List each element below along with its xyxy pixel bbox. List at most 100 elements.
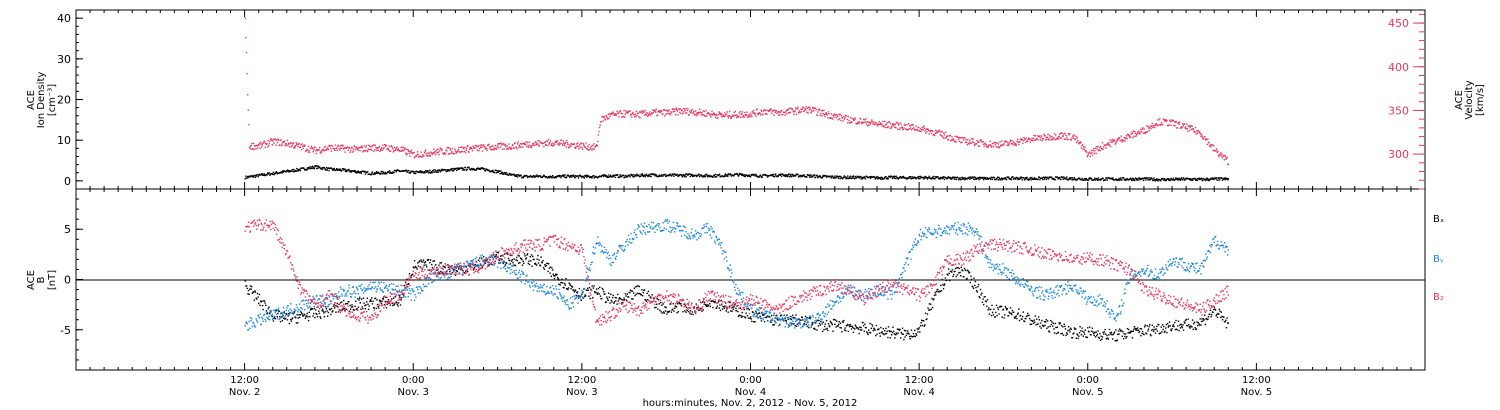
data-point <box>1211 144 1214 146</box>
data-point <box>497 143 499 145</box>
data-point <box>636 173 638 175</box>
data-point <box>823 114 826 116</box>
data-point <box>775 110 778 112</box>
data-point <box>387 147 389 150</box>
data-point <box>442 265 444 267</box>
data-point <box>620 176 622 178</box>
data-point <box>818 176 820 178</box>
data-point <box>449 152 451 155</box>
data-point <box>300 144 302 146</box>
data-point <box>1005 141 1008 143</box>
data-point <box>690 313 692 315</box>
data-point <box>671 173 673 175</box>
data-point <box>1001 140 1003 142</box>
data-point <box>1183 122 1186 125</box>
data-point <box>1163 118 1165 121</box>
data-point <box>933 175 935 178</box>
data-point <box>535 144 537 146</box>
data-point <box>843 115 845 118</box>
data-point <box>288 171 290 173</box>
data-point <box>422 261 424 263</box>
data-point <box>403 149 406 151</box>
data-point <box>491 264 494 266</box>
data-point <box>245 37 247 39</box>
data-point <box>543 145 545 148</box>
data-point <box>467 145 469 147</box>
data-point <box>275 310 277 312</box>
data-point <box>718 173 721 175</box>
data-point <box>792 314 794 317</box>
data-point <box>670 311 673 313</box>
data-point <box>965 139 967 141</box>
data-point <box>703 114 705 116</box>
data-point <box>868 121 871 124</box>
data-point <box>599 124 601 126</box>
data-point <box>878 123 880 125</box>
data-point <box>881 123 883 125</box>
data-point <box>377 171 379 173</box>
data-point <box>264 146 266 149</box>
data-point <box>643 114 646 116</box>
data-point <box>687 310 690 313</box>
data-point <box>544 141 546 143</box>
data-point <box>1138 130 1140 132</box>
data-point <box>789 175 792 177</box>
data-point <box>878 121 881 123</box>
data-point <box>564 143 566 145</box>
data-point <box>905 177 908 180</box>
data-point <box>518 146 520 149</box>
data-point <box>480 168 482 170</box>
data-point <box>968 141 971 143</box>
data-point <box>685 176 687 178</box>
data-point <box>435 151 437 153</box>
data-point <box>792 109 794 111</box>
data-point <box>937 176 939 178</box>
data-point <box>741 113 743 115</box>
data-point <box>315 152 317 155</box>
data-point <box>748 114 751 116</box>
data-point <box>928 303 931 305</box>
data-point <box>1037 178 1039 180</box>
data-point <box>732 308 734 310</box>
data-point <box>664 306 666 308</box>
data-point <box>358 299 360 301</box>
data-point <box>993 176 995 179</box>
data-point <box>743 308 745 311</box>
data-point <box>787 108 789 110</box>
data-point <box>446 170 448 173</box>
data-point <box>598 130 600 133</box>
data-point <box>499 172 501 175</box>
data-point <box>261 173 263 175</box>
data-point <box>939 177 941 179</box>
data-point <box>792 111 795 113</box>
data-point <box>399 150 402 152</box>
data-point <box>504 173 506 175</box>
data-point <box>1125 179 1128 181</box>
data-point <box>247 109 249 111</box>
data-point <box>1060 132 1062 134</box>
data-point <box>890 127 892 129</box>
data-point <box>974 178 976 181</box>
data-point <box>320 168 323 170</box>
data-point <box>634 294 636 297</box>
data-point <box>903 338 905 341</box>
data-point <box>303 167 305 169</box>
data-point <box>1112 138 1114 141</box>
data-point <box>651 294 653 296</box>
data-point <box>887 178 889 180</box>
data-point <box>1065 178 1067 180</box>
data-point <box>281 320 284 322</box>
data-point <box>851 325 853 328</box>
data-point <box>760 109 762 111</box>
data-point <box>995 142 997 144</box>
data-point <box>418 171 420 174</box>
data-point <box>337 306 339 308</box>
data-point <box>312 147 314 150</box>
data-point <box>282 315 284 317</box>
data-point <box>470 147 472 150</box>
data-point <box>503 253 506 255</box>
data-point <box>602 120 604 122</box>
data-point <box>1072 135 1074 137</box>
data-point <box>355 146 358 149</box>
data-point <box>833 113 835 115</box>
